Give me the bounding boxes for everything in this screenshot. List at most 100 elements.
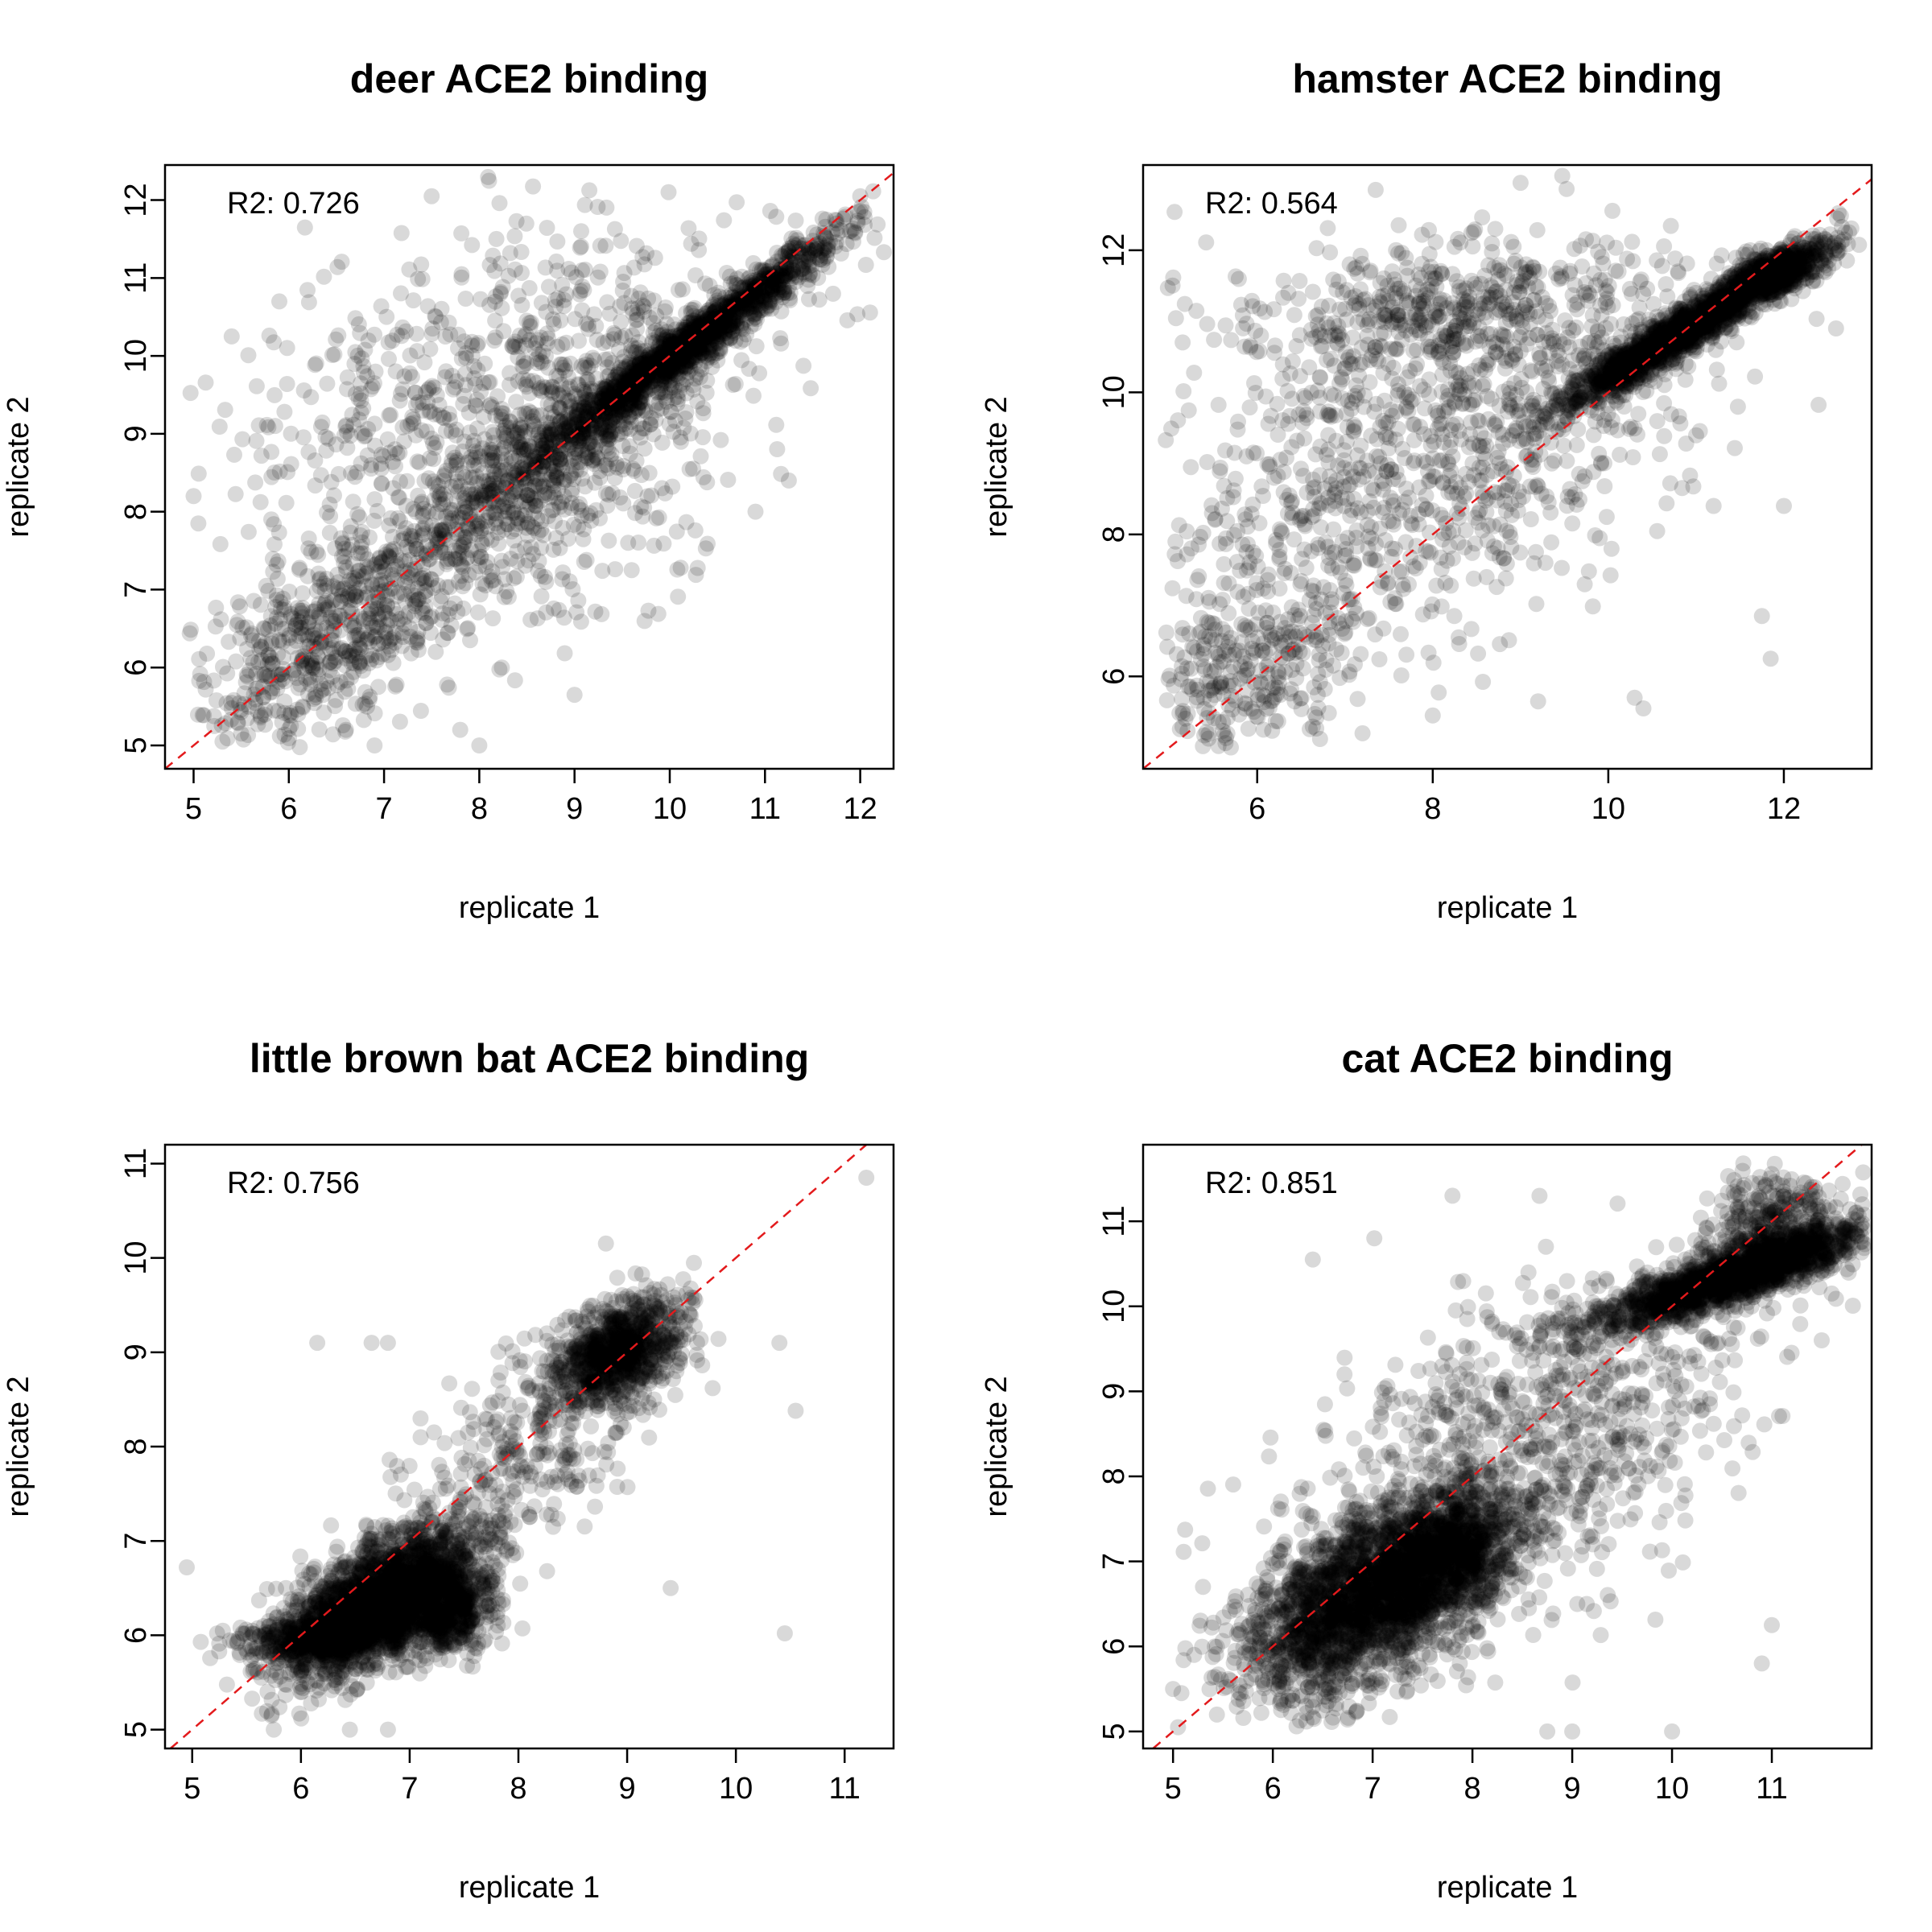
data-point bbox=[444, 367, 460, 384]
data-point bbox=[258, 577, 275, 594]
data-point bbox=[658, 332, 675, 349]
data-point bbox=[689, 334, 705, 351]
data-point bbox=[650, 338, 667, 355]
data-point bbox=[691, 341, 708, 357]
data-point bbox=[709, 334, 726, 351]
data-point bbox=[640, 364, 657, 381]
data-point bbox=[743, 303, 760, 320]
data-point bbox=[753, 290, 770, 307]
data-point bbox=[402, 347, 419, 364]
data-point bbox=[749, 293, 766, 310]
data-point bbox=[548, 458, 565, 475]
data-point bbox=[675, 333, 691, 350]
data-point bbox=[654, 353, 670, 370]
data-point bbox=[752, 262, 769, 279]
data-point bbox=[421, 551, 438, 568]
data-point bbox=[671, 349, 688, 366]
data-point bbox=[747, 299, 764, 315]
data-point bbox=[631, 355, 648, 372]
data-point bbox=[737, 290, 754, 307]
data-point bbox=[394, 625, 411, 642]
data-point bbox=[639, 369, 656, 386]
data-point bbox=[592, 390, 609, 407]
data-point bbox=[656, 361, 673, 378]
data-point bbox=[644, 349, 661, 366]
data-point bbox=[626, 366, 643, 383]
data-point bbox=[559, 427, 576, 444]
x-axis: 5 6 7 8 9 10 11 12 bbox=[185, 769, 877, 826]
data-point bbox=[616, 265, 633, 282]
data-point bbox=[723, 301, 740, 318]
data-point bbox=[708, 321, 725, 338]
data-point bbox=[602, 413, 618, 430]
data-point bbox=[515, 441, 532, 457]
data-point bbox=[393, 225, 410, 242]
data-point bbox=[612, 298, 629, 315]
data-point bbox=[741, 277, 758, 293]
data-point bbox=[595, 398, 612, 415]
data-point bbox=[687, 522, 704, 539]
data-point bbox=[626, 373, 643, 390]
data-point bbox=[484, 444, 501, 460]
data-point bbox=[758, 270, 775, 287]
data-point bbox=[425, 451, 442, 468]
data-point bbox=[668, 328, 685, 345]
data-point bbox=[534, 440, 551, 456]
data-point bbox=[729, 277, 745, 294]
data-point bbox=[686, 299, 703, 316]
data-point bbox=[716, 318, 733, 335]
data-point bbox=[480, 168, 497, 185]
data-point bbox=[635, 374, 652, 390]
data-point bbox=[800, 256, 817, 273]
data-point bbox=[679, 359, 695, 376]
data-point bbox=[762, 294, 778, 311]
data-point bbox=[654, 384, 671, 401]
data-point bbox=[712, 317, 728, 334]
data-point bbox=[716, 289, 733, 306]
data-point bbox=[769, 284, 786, 301]
data-point bbox=[711, 320, 728, 337]
data-point bbox=[704, 323, 720, 340]
data-point bbox=[601, 380, 617, 397]
data-point bbox=[707, 320, 724, 336]
data-point bbox=[654, 345, 671, 361]
data-point bbox=[575, 416, 592, 433]
data-point bbox=[683, 324, 700, 341]
data-point bbox=[682, 314, 699, 331]
data-point bbox=[753, 302, 770, 318]
data-point bbox=[585, 423, 602, 440]
data-point bbox=[675, 333, 692, 350]
data-point bbox=[641, 347, 658, 364]
data-point bbox=[685, 339, 702, 356]
data-point bbox=[701, 329, 718, 346]
data-point bbox=[748, 286, 765, 303]
data-point bbox=[750, 295, 767, 312]
data-point bbox=[621, 365, 638, 382]
data-point bbox=[662, 339, 679, 356]
data-point bbox=[742, 279, 759, 295]
data-point bbox=[672, 341, 688, 357]
data-point bbox=[620, 390, 637, 407]
data-point bbox=[683, 336, 700, 353]
data-point bbox=[631, 345, 648, 362]
data-point bbox=[702, 332, 718, 349]
data-point bbox=[631, 353, 648, 370]
data-point bbox=[529, 453, 546, 470]
data-point bbox=[679, 314, 696, 331]
data-point bbox=[698, 305, 715, 321]
data-point bbox=[624, 389, 641, 406]
data-point bbox=[772, 272, 789, 289]
data-point bbox=[671, 349, 687, 366]
data-point bbox=[697, 320, 714, 337]
data-point bbox=[609, 379, 625, 396]
data-point bbox=[639, 353, 656, 370]
data-point bbox=[783, 239, 800, 256]
data-point bbox=[700, 329, 716, 346]
data-point bbox=[510, 373, 526, 390]
data-point bbox=[776, 284, 793, 301]
data-point bbox=[634, 360, 650, 377]
data-point bbox=[571, 332, 587, 349]
data-point bbox=[666, 350, 683, 367]
data-point bbox=[538, 604, 555, 621]
data-point bbox=[675, 348, 692, 364]
